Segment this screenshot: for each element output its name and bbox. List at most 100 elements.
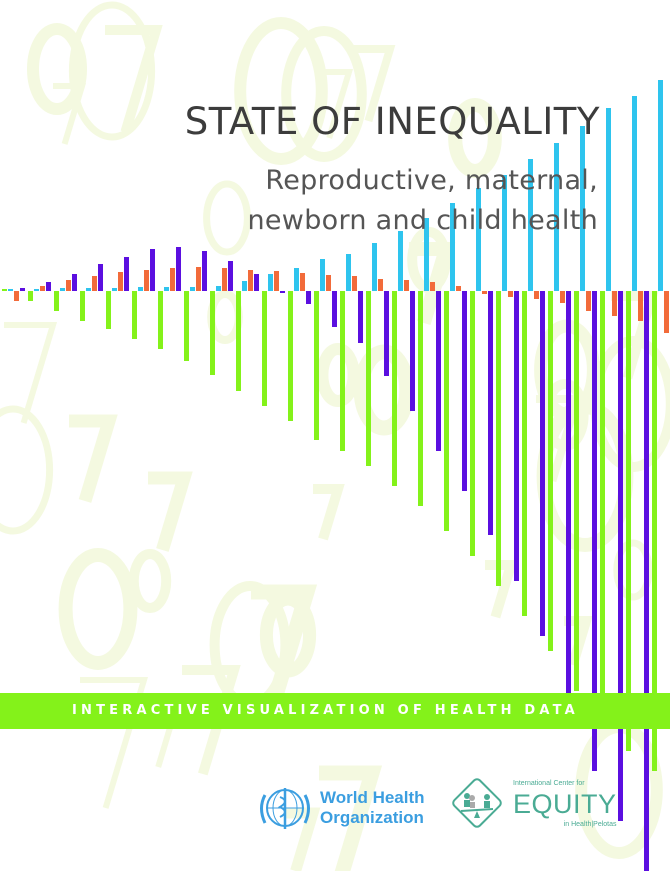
orange-bar: [170, 268, 175, 291]
blue-bar: [190, 287, 195, 291]
green-bar: [340, 291, 345, 451]
orange-bar: [404, 280, 409, 291]
green-bar: [470, 291, 475, 556]
green-bar: [314, 291, 319, 440]
orange-bar: [326, 275, 331, 291]
purple-bar: [488, 291, 493, 535]
purple-bar: [306, 291, 311, 304]
background-digit-shape: [485, 560, 518, 619]
green-bar: [392, 291, 397, 486]
equity-tagline-top: International Center for: [513, 779, 585, 787]
green-bar: [2, 289, 7, 291]
orange-bar: [196, 267, 201, 291]
green-bar: [574, 291, 579, 691]
blue-bar: [242, 281, 247, 291]
blue-bar: [580, 126, 585, 291]
background-digit-shape: [68, 1, 156, 141]
green-bar: [54, 291, 59, 311]
who-logo: World Health Organization: [256, 785, 425, 831]
orange-bar: [560, 291, 565, 303]
green-bar: [184, 291, 189, 361]
background-digit-shape: [259, 592, 317, 678]
purple-bar: [410, 291, 415, 411]
orange-bar: [222, 268, 227, 291]
green-bar: [418, 291, 423, 506]
equity-logo: International Center for EQUITY in Healt…: [445, 778, 617, 830]
green-bar: [80, 291, 85, 321]
who-emblem-icon: [260, 788, 310, 829]
orange-bar: [612, 291, 617, 316]
orange-bar: [508, 291, 513, 297]
background-digit-shape: [203, 180, 251, 256]
orange-bar: [638, 291, 643, 321]
background-digit-shape: [613, 539, 653, 601]
green-bar: [262, 291, 267, 406]
blue-bar: [60, 288, 65, 291]
purple-bar: [332, 291, 337, 327]
green-bar: [236, 291, 241, 391]
blue-bar: [346, 254, 351, 291]
background-digit-shape: [313, 484, 345, 541]
orange-bar: [430, 282, 435, 291]
green-bar: [496, 291, 501, 586]
purple-bar: [384, 291, 389, 376]
orange-bar: [144, 270, 149, 291]
orange-bar: [66, 280, 71, 291]
background-digit-shape: [4, 322, 58, 424]
orange-bar: [456, 286, 461, 291]
orange-bar: [248, 270, 253, 291]
purple-bar: [280, 291, 285, 293]
equity-scale-icon: [452, 778, 502, 828]
blue-bar: [34, 289, 39, 291]
purple-bar: [540, 291, 545, 636]
background-digit-shape: [53, 83, 87, 145]
green-bar: [106, 291, 111, 329]
purple-bar: [228, 261, 233, 291]
green-bar: [522, 291, 527, 616]
who-name-line2: Organization: [320, 808, 424, 827]
blue-bar: [216, 286, 221, 291]
banner: INTERACTIVE VISUALIZATION OF HEALTH DATA: [0, 693, 670, 729]
page-title: STATE OF INEQUALITY: [184, 100, 600, 143]
green-bar: [288, 291, 293, 421]
background-digit-shape: [0, 405, 54, 535]
background-digit-shape: [69, 414, 118, 503]
green-bar: [28, 291, 33, 301]
orange-bar: [352, 276, 357, 291]
purple-bar: [514, 291, 519, 581]
blue-bar: [424, 218, 429, 291]
blue-bar: [632, 96, 637, 291]
blue-bar: [502, 175, 507, 291]
orange-bar: [482, 291, 487, 294]
purple-bar: [358, 291, 363, 343]
subtitle-line-2: newborn and child health: [247, 205, 598, 236]
blue-bar: [164, 287, 169, 291]
subtitle-line-1: Reproductive, maternal,: [265, 165, 598, 196]
purple-bar: [618, 291, 623, 821]
purple-bar: [566, 291, 571, 721]
green-bar: [548, 291, 553, 651]
blue-bar: [372, 243, 377, 291]
purple-bar: [124, 257, 129, 291]
blue-bar: [606, 108, 611, 291]
blue-bar: [476, 188, 481, 291]
orange-bar: [92, 276, 97, 291]
blue-bar: [528, 159, 533, 291]
who-name-line1: World Health: [320, 788, 425, 807]
purple-bar: [176, 247, 181, 291]
background-digit-shape: [409, 242, 456, 326]
background-digit-shape: [105, 25, 163, 134]
banner-text: INTERACTIVE VISUALIZATION OF HEALTH DATA: [72, 703, 579, 718]
blue-bar: [268, 274, 273, 291]
background-digit-shape: [284, 807, 321, 871]
background-digit-shape: [148, 471, 193, 552]
orange-bar: [40, 286, 45, 291]
purple-bar: [436, 291, 441, 451]
purple-bar: [254, 274, 259, 291]
orange-bar: [14, 291, 19, 301]
blue-bar: [138, 287, 143, 291]
background-digit-shape: [354, 45, 396, 123]
background-digit-shape: [128, 549, 172, 613]
background-digit-shape: [27, 23, 87, 115]
